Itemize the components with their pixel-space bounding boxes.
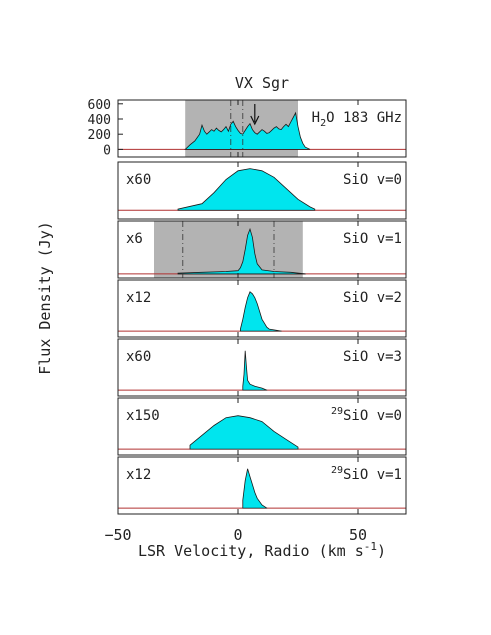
x-tick-label: −50 [104, 526, 131, 544]
scale-factor-label: x60 [126, 349, 151, 365]
panel-frame [117, 456, 407, 515]
spectrum-area [177, 168, 316, 211]
scale-factor-label: x12 [126, 467, 151, 483]
x-label-sup: -1 [364, 540, 377, 553]
x-axis-label: LSR Velocity, Radio (km s-1) [138, 540, 386, 560]
scale-factor-label: x60 [126, 172, 151, 188]
panel-frame [117, 220, 407, 279]
line-label: SiO v=1 [343, 231, 402, 247]
line-label: 29SiO v=0 [331, 406, 402, 424]
spectrum-area [177, 227, 306, 275]
label-main: H [312, 110, 320, 126]
spectrum-area [184, 111, 311, 150]
label-rest: O 183 GHz [326, 110, 402, 126]
x-tick-label: 0 [233, 526, 242, 544]
line-label: SiO v=3 [343, 349, 402, 365]
panel-frame [117, 99, 407, 158]
y-tick-label: 600 [88, 98, 111, 113]
scale-factor-label: x12 [126, 290, 151, 306]
label-sup: 29 [331, 406, 343, 417]
x-tick-label: 50 [349, 526, 367, 544]
line-label: H2O 183 GHz [312, 110, 402, 129]
spectrum-panel-5: x150 29SiO v=0 [117, 397, 407, 456]
spectrum-area [242, 350, 268, 391]
label-sub: 2 [320, 118, 326, 129]
x-label-main: LSR Velocity, Radio (km s [138, 542, 364, 560]
scale-factor-label: x6 [126, 231, 143, 247]
y-axis-label: Flux Density (Jy) [36, 221, 54, 375]
spectrum-area [242, 468, 268, 509]
panel-frame [117, 338, 407, 397]
spectrum-area [240, 291, 282, 332]
line-label: 29SiO v=1 [331, 465, 402, 483]
label-sup: 29 [331, 465, 343, 476]
scale-factor-label: x150 [126, 408, 160, 424]
panel-frame [117, 279, 407, 338]
y-tick-label: 200 [88, 128, 111, 143]
spectrum-panel-2: x6 SiO v=1 [117, 220, 407, 279]
panel-frame [117, 397, 407, 456]
label-rest: SiO v=0 [343, 408, 402, 424]
spectrum-panel-1: x60 SiO v=0 [117, 161, 407, 220]
spectrum-panel-6: x12 29SiO v=1 [117, 456, 407, 515]
label-rest: SiO v=1 [343, 467, 402, 483]
shaded-window [154, 221, 303, 278]
x-axis: −50 0 50 [104, 526, 367, 544]
spectrum-area [189, 415, 299, 450]
y-tick-label: 0 [103, 143, 111, 158]
arrow-head [250, 115, 260, 126]
spectrum-panel-4: x60 SiO v=3 [117, 338, 407, 397]
chart-title: VX Sgr [235, 74, 289, 92]
spectrum-panel-3: x12 SiO v=2 [117, 279, 407, 338]
y-tick-label: 400 [88, 113, 111, 128]
line-label: SiO v=2 [343, 290, 402, 306]
panel-frame [117, 161, 407, 220]
x-label-close: ) [377, 542, 386, 560]
line-label: SiO v=0 [343, 172, 402, 188]
